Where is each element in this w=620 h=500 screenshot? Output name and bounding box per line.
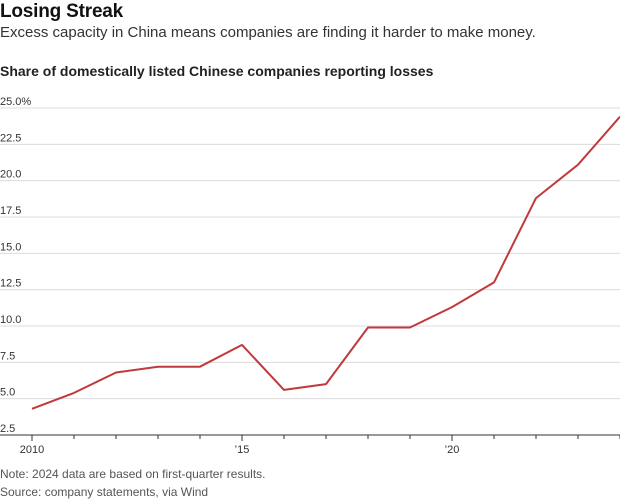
x-axis: 2010 ’15 ’20 <box>0 434 620 456</box>
y-tick-label: 7.5 <box>0 350 15 362</box>
x-tick-label: ’15 <box>235 444 250 456</box>
headline: Losing Streak <box>0 1 124 22</box>
subheadline: Excess capacity in China means companies… <box>0 24 536 41</box>
chart-title: Share of domestically listed Chinese com… <box>0 63 434 79</box>
y-tick-label: 12.5 <box>0 278 21 290</box>
x-tick-label: 2010 <box>20 444 44 456</box>
series-lines <box>31 116 620 410</box>
gridlines <box>0 107 620 400</box>
y-tick-label: 2.5 <box>0 423 15 435</box>
y-tick-label: 17.5 <box>0 205 21 217</box>
y-tick-label: 25.0% <box>0 96 31 108</box>
y-tick-label: 10.0 <box>0 314 21 326</box>
x-tick-label: ’20 <box>445 444 460 456</box>
y-tick-label: 5.0 <box>0 387 15 399</box>
y-tick-label: 22.5 <box>0 132 21 144</box>
y-tick-label: 20.0 <box>0 169 21 181</box>
footnote-source: Source: company statements, via Wind <box>0 485 209 499</box>
y-axis: 25.0% 22.5 20.0 17.5 15.0 12.5 10.0 7.5 5.0 2.5 <box>0 96 31 435</box>
series-line <box>31 116 620 410</box>
y-tick-label: 15.0 <box>0 241 21 253</box>
footnote-note: Note: 2024 data are based on first-quart… <box>0 467 266 481</box>
